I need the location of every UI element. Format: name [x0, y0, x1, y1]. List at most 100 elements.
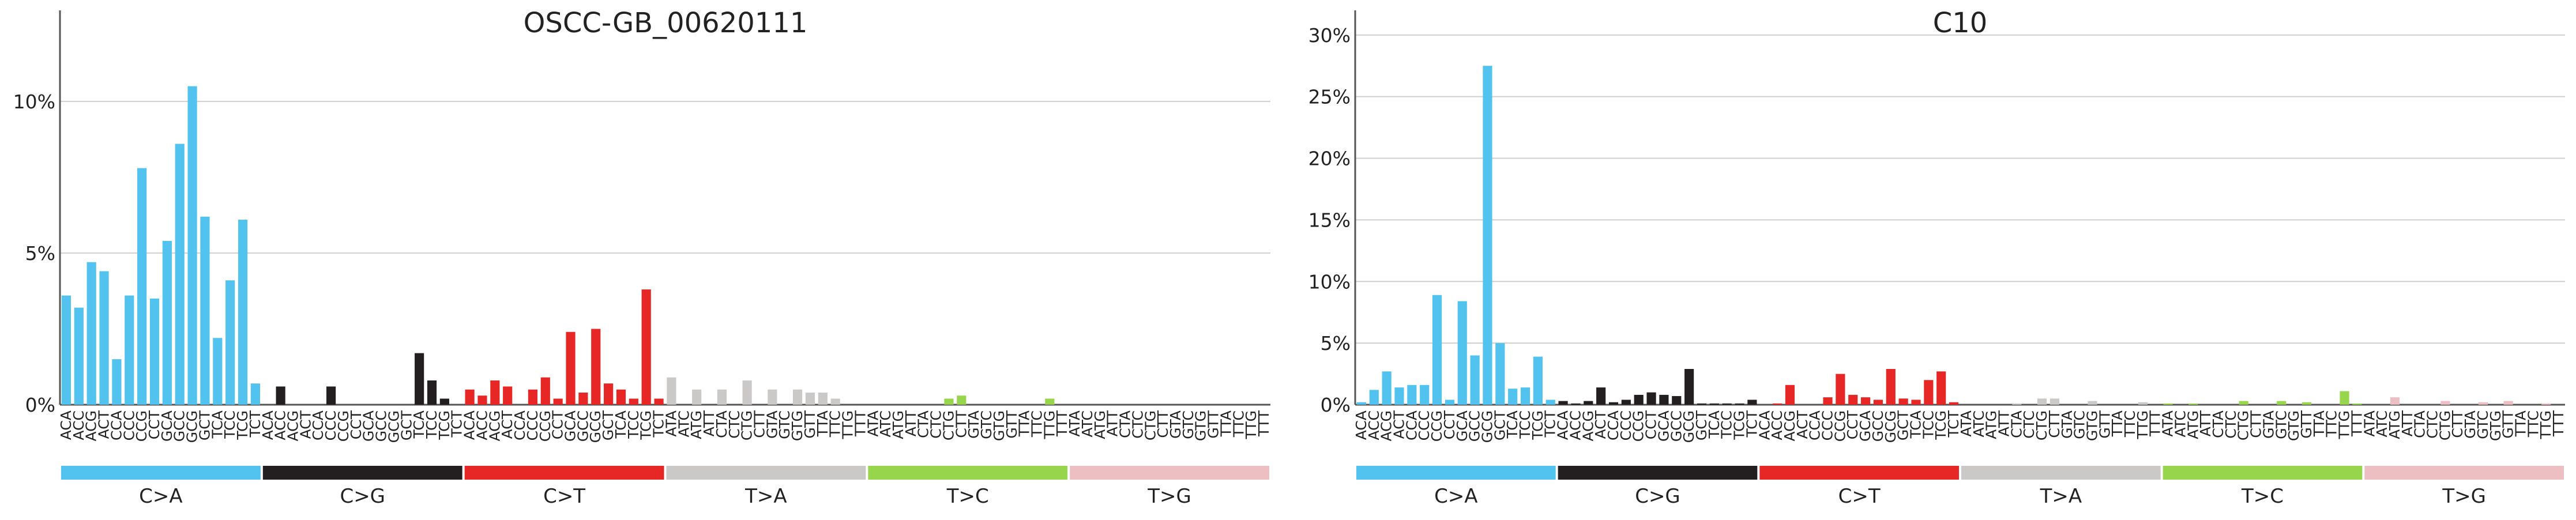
panel1-bar: [213, 338, 223, 405]
panel1-bar: [326, 386, 336, 405]
panel2-xtick-label: ACA: [1555, 410, 1571, 440]
panel1-xtick-label: GTA: [764, 410, 780, 439]
panel2-bar: [2352, 403, 2362, 405]
panel2-xtick-label: GTA: [2059, 410, 2075, 439]
panel2-bar: [1646, 392, 1656, 405]
panel1-xtick-label: GCT: [196, 410, 213, 440]
panel2-group-strip: [2163, 466, 2363, 480]
panel2-bar: [2239, 401, 2248, 405]
panel2-bar: [1470, 355, 1480, 405]
panel1-xtick-label: TCG: [436, 410, 453, 440]
panel1-xtick-label: CCT: [550, 410, 566, 439]
panel1-bar: [162, 240, 172, 405]
panel1-xtick-label: ACA: [461, 410, 478, 440]
panel2-bar: [1823, 397, 1833, 405]
panel2-bar: [1420, 385, 1430, 405]
panel2-xtick-label: CCC: [1416, 410, 1432, 440]
panel1-bar: [137, 168, 147, 405]
panel1-bar: [616, 389, 626, 405]
panel2-bar: [1735, 403, 1744, 405]
panel1-xtick-label: ATA: [663, 410, 679, 437]
panel1-xtick-label: TCG: [638, 410, 655, 440]
panel2-xtick-label: ACT: [1390, 410, 1407, 439]
panel1-bar: [604, 383, 614, 405]
panel2-group-label: T>C: [2241, 485, 2284, 508]
panel1-xtick-label: CTG: [1142, 410, 1159, 440]
panel1-xtick-label: ACA: [58, 410, 74, 440]
panel1-group-strip: [868, 466, 1068, 480]
panel1-bar: [957, 395, 967, 405]
panel2-ytick-label: 0%: [1321, 394, 1351, 416]
panel2-xtick-label: CCA: [1403, 410, 1420, 440]
panel1-bar: [465, 389, 475, 405]
panel2-bar: [1848, 394, 1858, 405]
panel2-xtick-label: TTG: [2537, 410, 2554, 439]
panel1-bar: [415, 353, 424, 405]
panel2-xtick-label: GCT: [1693, 410, 1710, 440]
panel1-xtick-label: GTG: [991, 410, 1007, 441]
panel2-group-label: T>G: [2442, 485, 2486, 508]
panel2-bar: [2440, 401, 2450, 405]
panel1-xtick-label: TCT: [247, 410, 264, 438]
panel1-bar: [553, 398, 563, 405]
panel1-xtick-label: GCC: [574, 410, 591, 442]
panel2-bar: [1571, 403, 1581, 405]
panel1-bar: [490, 380, 500, 405]
panel2-xtick-label: TCG: [1932, 410, 1949, 440]
panel1-xtick-label: ATC: [1079, 410, 1096, 437]
panel2-bar: [1533, 356, 1543, 405]
panel2-bar: [1508, 389, 1518, 405]
panel1-bar: [439, 398, 449, 405]
panel1-group-strip: [464, 466, 664, 480]
panel2-xtick-label: ATT: [2399, 410, 2416, 436]
panel1-group-strip: [1070, 466, 1269, 480]
panel2-bar: [1785, 385, 1795, 405]
panel1-xtick-label: CTA: [915, 410, 932, 438]
panel2-xtick-label: CTC: [2424, 410, 2441, 439]
panel1-bar: [641, 289, 651, 405]
panel2-xtick-label: GTG: [2487, 410, 2504, 441]
panel2-xtick-label: ATG: [2184, 410, 2201, 439]
panel2-xtick-label: GTT: [2298, 410, 2315, 438]
panel1-xtick-label: TCC: [423, 410, 440, 439]
panel1-group-label: T>A: [744, 485, 787, 508]
panel2-xtick-label: ACC: [1567, 410, 1584, 440]
panel2-xtick-label: TCA: [1504, 410, 1521, 439]
panel1-bar: [717, 389, 727, 405]
panel2-bar: [1520, 387, 1530, 405]
panel1-xtick-label: ACG: [486, 410, 503, 442]
panel2-xtick-label: GCC: [1466, 410, 1483, 442]
panel1-bar: [175, 144, 185, 405]
panel1-bar: [629, 398, 638, 405]
panel2-xtick-label: TCG: [1731, 410, 1748, 440]
panel2-bar: [1722, 403, 1732, 405]
panel2-group-label: C>T: [1838, 485, 1881, 508]
panel2-ytick-label: 10%: [1308, 270, 1351, 293]
panel1-xtick-label: GTC: [978, 410, 995, 439]
panel2-xtick-label: ATC: [2172, 410, 2188, 437]
panel2-ytick-label: 30%: [1308, 24, 1351, 47]
panel1-bar: [768, 389, 777, 405]
panel2-xtick-label: CTA: [2412, 410, 2428, 438]
panel2-bar: [1394, 387, 1404, 405]
panel1-xtick-label: ATG: [890, 410, 907, 439]
panel2-bar: [2503, 401, 2513, 405]
panel1-xtick-label: TCA: [209, 410, 225, 439]
panel1-bar: [112, 359, 122, 405]
panel2-xtick-label: GTA: [2260, 410, 2277, 439]
panel1-bar: [578, 392, 588, 405]
panel1-ytick-label: 5%: [25, 242, 55, 265]
panel2-xtick-label: GTA: [2462, 410, 2479, 439]
panel1-xtick-label: TTG: [1243, 410, 1259, 439]
panel2-bar: [1861, 397, 1871, 405]
panel1-xtick-label: ATA: [864, 410, 881, 437]
panel2-xtick-label: GCC: [1668, 410, 1684, 442]
panel2-xtick-label: GCG: [1479, 410, 1495, 443]
panel1-xtick-label: ACT: [499, 410, 516, 439]
panel2-bar: [1672, 396, 1682, 405]
panel2-xtick-label: ATA: [1958, 410, 1975, 437]
panel2-xtick-label: CCT: [1643, 410, 1660, 439]
panel1-xtick-label: ACT: [96, 410, 112, 439]
panel1-xtick-label: CCA: [310, 410, 326, 440]
panel1-xtick-label: GTC: [776, 410, 793, 439]
